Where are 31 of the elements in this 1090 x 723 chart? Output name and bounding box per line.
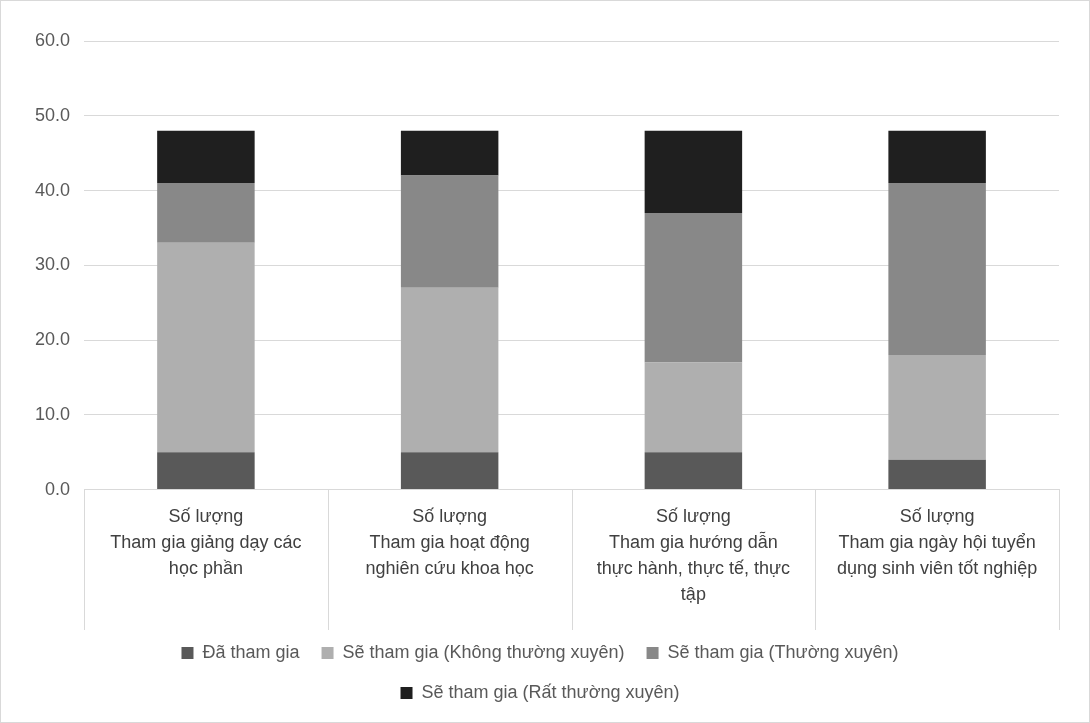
bar bbox=[888, 355, 986, 460]
y-tick-label: 40.0 bbox=[34, 179, 71, 200]
bar bbox=[400, 287, 499, 453]
bar bbox=[644, 362, 743, 453]
y-tick-label: 30.0 bbox=[34, 254, 71, 275]
y-tick-label: 60.0 bbox=[34, 29, 71, 50]
legend-label: Sẽ tham gia (Rất thường xuyên) bbox=[421, 681, 680, 702]
y-tick-label: 50.0 bbox=[34, 104, 71, 125]
bar bbox=[157, 452, 255, 490]
bar bbox=[157, 130, 255, 184]
bar bbox=[157, 183, 255, 243]
bar bbox=[157, 242, 255, 453]
bar bbox=[400, 175, 499, 288]
y-tick-label: 0.0 bbox=[45, 478, 71, 499]
x-tick-label: Số lượng Tham gia giảng dạy các học phần bbox=[110, 505, 302, 578]
x-tick-label: Số lượng Tham gia hoạt động nghiên cứu khoa học bbox=[365, 505, 534, 578]
y-tick-label: 10.0 bbox=[34, 403, 71, 424]
bar bbox=[400, 452, 499, 490]
x-tick-label: Số lượng Tham gia hướng dẫn thực hành, thực tế, thực tập bbox=[596, 505, 791, 604]
bar bbox=[644, 130, 743, 213]
bar bbox=[644, 452, 743, 490]
x-tick-label: Số lượng Tham gia ngày hội tuyển dụng sinh viên tốt nghiệp bbox=[837, 505, 1038, 578]
bar bbox=[888, 459, 986, 490]
bar bbox=[644, 212, 743, 363]
legend-label: Đã tham gia bbox=[202, 641, 301, 662]
legend-label: Sẽ tham gia (Thường xuyên) bbox=[667, 641, 899, 662]
bar bbox=[888, 183, 986, 356]
y-tick-label: 20.0 bbox=[34, 329, 71, 350]
bar bbox=[888, 130, 986, 184]
legend-label: Sẽ tham gia (Không thường xuyên) bbox=[342, 641, 625, 662]
bar bbox=[400, 130, 499, 176]
